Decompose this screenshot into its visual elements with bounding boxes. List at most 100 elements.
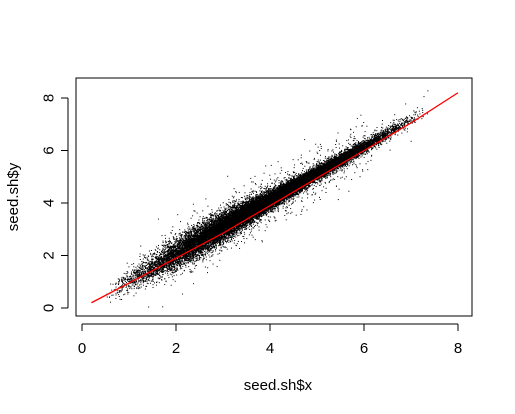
scatter-point	[131, 282, 133, 284]
scatter-point	[215, 247, 217, 249]
scatter-point	[264, 185, 266, 187]
scatter-point	[307, 172, 309, 174]
scatter-point	[132, 271, 134, 273]
scatter-point	[405, 117, 407, 119]
scatter-point	[380, 129, 382, 131]
scatter-point	[344, 148, 346, 150]
scatter-point	[313, 191, 315, 193]
scatter-point	[238, 207, 240, 209]
scatter-point	[204, 240, 206, 242]
scatter-point	[143, 261, 145, 263]
scatter-point	[340, 152, 342, 154]
scatter-point	[211, 246, 213, 248]
scatter-point	[231, 237, 233, 239]
scatter-point	[358, 143, 360, 145]
scatter-point	[183, 258, 185, 260]
scatter-point	[282, 189, 284, 191]
scatter-point	[326, 174, 328, 176]
scatter-point	[406, 121, 408, 123]
scatter-point	[265, 188, 267, 190]
scatter-point	[189, 238, 191, 239]
scatter-point	[164, 237, 166, 239]
scatter-point	[162, 268, 164, 270]
scatter-point	[155, 265, 157, 267]
scatter-point	[140, 274, 142, 276]
scatter-point	[297, 193, 299, 195]
scatter-point	[206, 248, 208, 250]
scatter-point	[384, 140, 386, 142]
scatter-point	[365, 149, 367, 151]
scatter-point	[411, 122, 413, 124]
scatter-point	[294, 177, 296, 179]
scatter-point	[215, 241, 217, 243]
scatter-point	[125, 279, 127, 281]
scatter-point	[209, 230, 211, 232]
scatter-point	[402, 119, 404, 121]
scatter-point	[188, 254, 190, 255]
scatter-point	[315, 166, 317, 168]
scatter-point	[251, 190, 253, 192]
scatter-point	[198, 250, 200, 252]
scatter-point	[238, 234, 240, 236]
scatter-point	[216, 209, 218, 211]
scatter-point	[289, 177, 291, 179]
scatter-point	[199, 232, 201, 234]
scatter-point	[195, 254, 197, 256]
scatter-point	[316, 161, 318, 163]
scatter-point	[161, 279, 163, 281]
scatter-point	[258, 216, 260, 218]
scatter-point	[359, 163, 361, 165]
scatter-point	[302, 173, 304, 175]
scatter-point	[319, 196, 320, 198]
scatter-point	[279, 203, 281, 205]
scatter-point	[411, 117, 413, 119]
scatter-point	[254, 198, 256, 200]
scatter-point	[143, 265, 145, 267]
scatter-point	[367, 141, 369, 143]
scatter-point	[177, 214, 179, 216]
scatter-point	[190, 260, 192, 262]
scatter-point	[362, 152, 364, 154]
scatter-point	[387, 133, 389, 135]
scatter-point	[252, 236, 254, 238]
scatter-point	[345, 165, 347, 167]
scatter-point	[223, 212, 225, 214]
scatter-point	[332, 178, 334, 180]
scatter-point	[265, 193, 267, 195]
scatter-point	[140, 280, 142, 282]
scatter-point	[123, 294, 125, 296]
scatter-point	[175, 260, 177, 262]
scatter-point	[186, 236, 188, 238]
scatter-point	[182, 241, 184, 243]
scatter-point	[134, 281, 136, 283]
scatter-point	[212, 246, 214, 248]
scatter-point	[272, 187, 274, 189]
scatter-point	[168, 271, 170, 273]
scatter-point	[266, 186, 268, 188]
scatter-point	[354, 138, 356, 140]
scatter-point	[145, 275, 147, 277]
scatter-point	[199, 229, 201, 231]
scatter-point	[215, 250, 217, 252]
scatter-point	[367, 160, 369, 162]
scatter-point	[141, 264, 143, 266]
scatter-point	[296, 192, 298, 194]
scatter-point	[223, 233, 225, 235]
scatter-point	[327, 174, 329, 176]
scatter-point	[122, 286, 124, 288]
scatter-point	[195, 256, 197, 258]
scatter-point	[133, 263, 135, 265]
scatter-point	[270, 188, 272, 190]
scatter-point	[381, 143, 383, 145]
scatter-point	[397, 127, 399, 129]
scatter-point	[374, 137, 376, 139]
scatter-point	[197, 231, 199, 233]
scatter-point	[192, 228, 194, 230]
scatter-point	[384, 129, 386, 131]
scatter-point	[174, 261, 176, 263]
scatter-point	[272, 207, 274, 209]
scatter-point	[269, 174, 271, 176]
scatter-point	[412, 120, 414, 122]
scatter-point	[170, 264, 172, 266]
